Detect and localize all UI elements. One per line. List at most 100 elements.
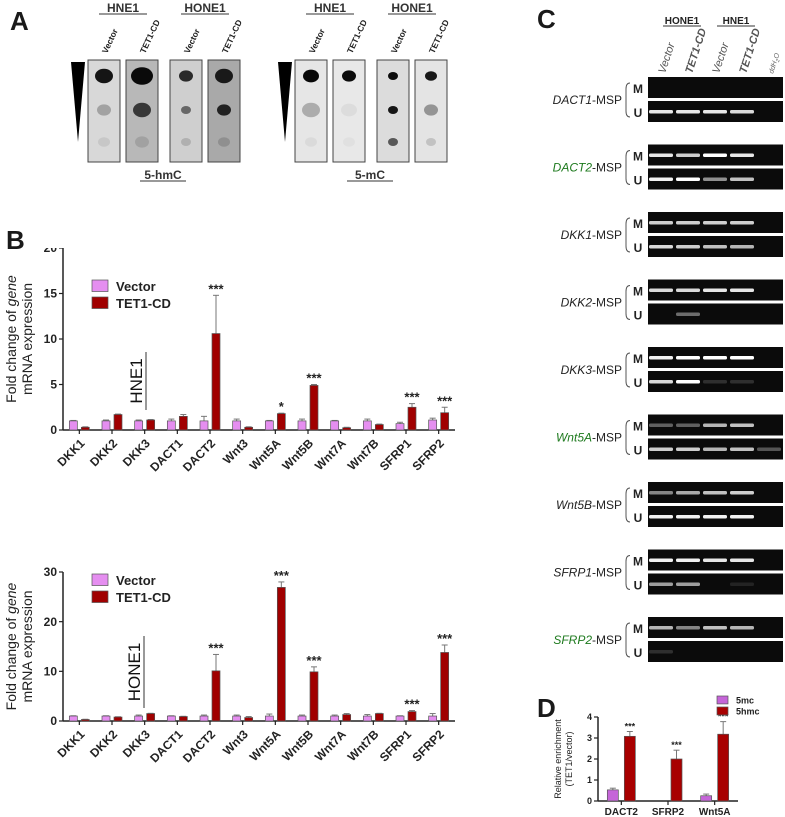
lane-label: TET1-CD: [427, 18, 451, 55]
x-category-label: SFRP2: [410, 727, 447, 764]
lane-label: Vector: [307, 26, 327, 54]
chart-cell-line-title: HONE1: [125, 643, 144, 702]
legend-label: TET1-CD: [116, 590, 171, 605]
y-tick-label: 0: [587, 796, 592, 806]
significance-marker: ***: [208, 281, 224, 296]
cell-line-header: HONE1: [184, 1, 226, 15]
x-category-label: SFRP1: [377, 436, 414, 473]
bar: [330, 420, 340, 431]
bar: [309, 385, 319, 431]
bar: [178, 716, 188, 722]
lane-label: Vector: [182, 26, 202, 54]
lane-label: TET1-CD: [220, 18, 244, 55]
bracket-icon: [625, 285, 631, 320]
bar: [264, 420, 274, 431]
methylation-row-label: M: [633, 420, 643, 434]
x-category-label: Wnt5B: [279, 436, 316, 473]
methylation-row-label: M: [633, 622, 643, 636]
panel-c-letter: C: [537, 4, 556, 34]
lane-label: TET1-CD: [345, 18, 369, 55]
bracket-icon: [625, 420, 631, 455]
bar: [80, 719, 90, 722]
bracket-icon: [625, 150, 631, 185]
legend-swatch: [91, 279, 109, 292]
bar: [330, 715, 340, 722]
significance-marker: *: [279, 399, 285, 414]
y-tick-label: 2: [587, 754, 592, 764]
msp-assay-label: Wnt5B-MSP: [556, 498, 622, 512]
msp-assay-label: DACT2-MSP: [553, 161, 622, 175]
panel-a-dot-blots: HNE1 Vector TET1-CD HONE1 Vector TET1-CD 5-hmC…: [71, 1, 451, 182]
bar: [700, 795, 713, 802]
significance-marker: ***: [437, 393, 453, 408]
methylation-row-label: U: [634, 106, 643, 120]
bar: [68, 715, 78, 722]
bracket-icon: [625, 352, 631, 388]
methylation-row-label: U: [634, 309, 643, 323]
significance-marker: ***: [306, 653, 322, 668]
bracket-icon: [625, 555, 631, 590]
legend-swatch: [91, 296, 109, 309]
bar: [374, 424, 384, 431]
bracket-icon: [625, 622, 631, 658]
chart-cell-line-title: HNE1: [127, 358, 146, 403]
legend-swatch: [716, 695, 729, 705]
gel-lane-strip: [648, 573, 783, 595]
gel-lane-strip: [648, 77, 783, 98]
x-category-label: Wnt7B: [345, 436, 382, 473]
x-category-label: DKK2: [87, 436, 120, 469]
bar: [428, 419, 438, 431]
msp-assay-label: DKK2-MSP: [561, 296, 622, 310]
lane-label: Vector: [100, 26, 120, 54]
msp-assay-label: Wnt5A-MSP: [556, 431, 622, 445]
bar: [297, 715, 307, 722]
y-tick-label: 15: [44, 287, 58, 301]
bracket-icon: [625, 82, 631, 118]
methylation-row-label: M: [633, 82, 643, 96]
legend-label: 5mc: [736, 695, 754, 705]
bar: [101, 420, 111, 431]
gel-lane-strip: [648, 641, 783, 662]
x-category-label: DKK1: [54, 727, 87, 760]
legend-label: Vector: [116, 573, 156, 588]
bar: [717, 733, 730, 802]
bar: [309, 671, 319, 722]
y-tick-label: 0: [50, 423, 57, 437]
y-tick-label: 5: [50, 378, 57, 392]
methylation-row-label: U: [634, 511, 643, 525]
chart-d-enrichment: 0 1 2 3 4 *** DACT2 *** SFRP2 *** Wnt5A Relative en…: [553, 695, 760, 817]
y-axis-label: (TET1/vector): [564, 731, 574, 786]
bar: [134, 715, 144, 722]
bar: [276, 413, 286, 431]
bar: [440, 652, 450, 722]
significance-marker: ***: [404, 390, 420, 405]
significance-marker: ***: [718, 712, 729, 722]
cell-line-header: HNE1: [723, 16, 750, 27]
methylation-row-label: M: [633, 285, 643, 299]
bar: [264, 715, 274, 722]
panel-a-letter: A: [10, 6, 29, 36]
bracket-icon: [625, 487, 631, 523]
significance-marker: ***: [404, 697, 420, 712]
bar: [342, 427, 352, 431]
bar: [623, 735, 636, 802]
methylation-row-label: U: [634, 646, 643, 660]
lane-label: Vector: [710, 40, 732, 75]
bar: [244, 717, 254, 722]
x-category-label: SFRP2: [652, 807, 685, 817]
lane-label: TET1-CD: [737, 27, 763, 75]
x-category-label: Wnt7A: [312, 436, 349, 473]
methylation-row-label: U: [634, 174, 643, 188]
y-axis-label: mRNA expression: [19, 283, 35, 395]
bar: [166, 715, 176, 722]
legend-label: Vector: [116, 279, 156, 294]
bar: [166, 420, 176, 431]
blot-group-label: 5-hmC: [144, 168, 182, 182]
significance-marker: ***: [208, 640, 224, 655]
x-category-label: DACT1: [147, 436, 185, 474]
cell-line-header: HONE1: [665, 16, 700, 27]
cell-line-header: HONE1: [391, 1, 433, 15]
significance-marker: ***: [437, 631, 453, 646]
